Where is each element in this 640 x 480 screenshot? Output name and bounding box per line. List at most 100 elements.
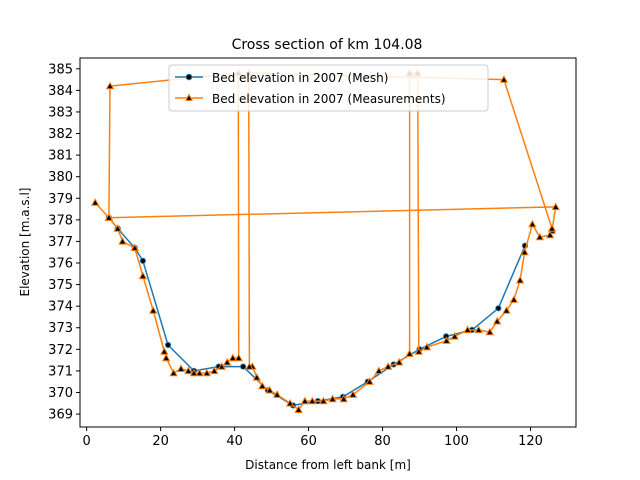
data-point: [90, 198, 100, 206]
y-tick-label: 385: [48, 62, 73, 77]
x-tick-label: 100: [444, 434, 469, 449]
data-point: [189, 368, 199, 377]
y-tick-label: 384: [48, 84, 73, 99]
data-point: [252, 372, 262, 381]
data-point: [202, 368, 212, 377]
data-point: [422, 342, 432, 351]
x-tick-label: 40: [226, 434, 243, 449]
data-point: [130, 243, 139, 252]
x-tick-label: 20: [152, 434, 169, 449]
plot-frame: [79, 57, 577, 428]
data-point: [210, 366, 219, 375]
y-tick-label: 383: [48, 105, 73, 120]
data-point: [285, 398, 295, 407]
series-bed-elevation-in-2007-measurements: [90, 68, 560, 413]
data-point: [113, 224, 122, 232]
data-point: [294, 405, 303, 413]
legend-marker-measurements: [184, 93, 194, 101]
y-tick-label: 378: [48, 213, 73, 228]
y-tick-label: 373: [48, 321, 73, 336]
data-point: [339, 394, 348, 403]
y-axis: 369 370 371 372 373 374 375 376 377 378 379 380 381 3…: [48, 62, 80, 423]
data-point: [520, 247, 529, 256]
data-point: [442, 336, 451, 344]
x-tick-label: 80: [374, 434, 391, 449]
data-point: [405, 349, 414, 357]
data-point: [463, 325, 472, 334]
x-axis-label: Distance from left bank [m]: [245, 458, 411, 472]
data-point: [495, 305, 502, 312]
data-point: [272, 390, 282, 398]
data-point: [365, 377, 374, 385]
data-point: [105, 81, 115, 90]
series-line: [94, 72, 557, 411]
data-point: [535, 232, 545, 241]
data-point: [265, 385, 274, 394]
data-point: [547, 224, 557, 232]
legend-box: [168, 64, 489, 112]
y-tick-label: 372: [48, 343, 73, 358]
data-point: [164, 341, 172, 349]
data-point: [328, 394, 337, 403]
y-tick-label: 375: [48, 278, 73, 293]
y-tick-label: 374: [48, 300, 73, 315]
data-point: [118, 236, 127, 245]
data-point: [184, 366, 193, 375]
data-point: [348, 390, 358, 398]
x-tick-label: 60: [300, 434, 317, 449]
data-point: [300, 396, 310, 405]
data-point: [138, 271, 148, 280]
data-point: [374, 366, 384, 375]
x-tick-label: 0: [83, 434, 91, 449]
data-point: [160, 347, 169, 355]
y-axis-label: Elevation [m.a.s.l]: [18, 188, 32, 297]
data-point: [509, 295, 519, 303]
legend-marker-mesh: [185, 73, 193, 81]
y-tick-label: 382: [48, 127, 73, 142]
data-point: [222, 357, 232, 366]
data-point: [195, 368, 204, 377]
data-point: [492, 316, 502, 325]
data-point: [394, 357, 404, 366]
data-point: [139, 257, 146, 264]
x-axis: 0 20 40 60 80 100 120: [83, 427, 543, 449]
legend-label-measurements: Bed elevation in 2007 (Measurements): [212, 92, 446, 106]
data-point: [169, 368, 178, 377]
data-point: [499, 75, 509, 83]
data-point: [148, 306, 158, 314]
data-point: [515, 275, 525, 284]
data-point: [414, 347, 424, 355]
data-point: [104, 213, 114, 221]
y-tick-label: 371: [48, 364, 73, 379]
y-tick-label: 379: [48, 192, 73, 207]
y-tick-label: 376: [48, 257, 73, 272]
y-tick-label: 380: [48, 170, 73, 185]
legend: Bed elevation in 2007 (Mesh) Bed elevati…: [168, 64, 489, 112]
data-point: [234, 353, 243, 362]
data-point: [551, 202, 560, 211]
y-tick-label: 369: [48, 408, 73, 423]
data-point: [245, 362, 254, 370]
data-point: [528, 219, 537, 228]
series-layer: [90, 68, 560, 413]
data-point: [502, 306, 511, 314]
legend-label-mesh: Bed elevation in 2007 (Mesh): [212, 71, 388, 85]
data-point: [258, 381, 267, 390]
data-point: [485, 327, 495, 336]
y-tick-label: 370: [48, 386, 73, 401]
data-point: [450, 331, 459, 340]
data-point: [308, 396, 317, 405]
data-point: [474, 325, 483, 334]
data-point: [383, 362, 393, 370]
y-tick-label: 377: [48, 235, 73, 250]
data-point: [217, 362, 226, 370]
data-point: [319, 396, 328, 405]
data-point: [240, 363, 247, 370]
data-point: [176, 364, 186, 372]
x-tick-label: 120: [518, 434, 543, 449]
chart-title: Cross section of km 104.08: [232, 37, 423, 53]
data-point: [545, 230, 555, 239]
y-tick-label: 381: [48, 149, 73, 164]
data-point: [161, 353, 171, 362]
